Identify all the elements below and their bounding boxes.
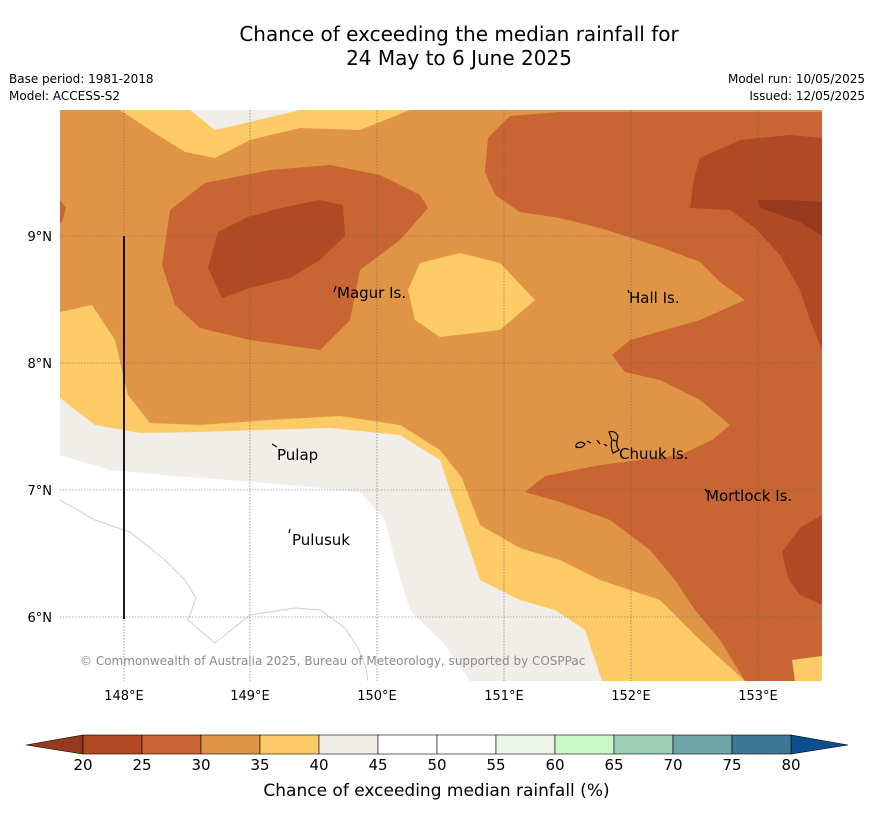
lon-label-150e: 150°E — [357, 689, 397, 704]
title-line-2: 24 May to 6 June 2025 — [346, 46, 572, 70]
colorbar-segment — [436, 734, 497, 755]
chart-title: Chance of exceeding the median rainfall … — [0, 22, 873, 70]
meta-right: Model run: 10/05/2025 Issued: 12/05/2025 — [728, 71, 865, 105]
band-25-30-edge — [60, 200, 66, 222]
colorbar-tick-label: 40 — [309, 756, 329, 774]
base-period: Base period: 1981-2018 — [9, 72, 154, 86]
colorbar-tick-label: 75 — [722, 756, 742, 774]
colorbar-tick-label: 30 — [191, 756, 211, 774]
colorbar-tick-label: 80 — [781, 756, 801, 774]
colorbar-segment — [672, 734, 733, 755]
band-20-25-east — [690, 135, 822, 350]
label-chuuk: Chuuk Is. — [619, 445, 688, 463]
label-mortlock: Mortlock Is. — [706, 487, 792, 505]
colorbar-segment — [259, 734, 320, 755]
band-25-30-east — [485, 112, 822, 681]
lon-label-151e: 151°E — [484, 689, 524, 704]
colorbar-tick-label: 70 — [663, 756, 683, 774]
model-run: Model run: 10/05/2025 — [727, 72, 865, 86]
colorbar-tick-label: 35 — [250, 756, 270, 774]
model-name: Model: ACCESS-S2 — [9, 89, 121, 103]
colorbar-label: Chance of exceeding median rainfall (%) — [263, 781, 610, 801]
label-magur: Magur Is. — [337, 284, 406, 302]
colorbar-segment — [318, 734, 379, 755]
label-hall: Hall Is. — [629, 289, 680, 307]
colorbar-segment — [495, 734, 556, 755]
lon-label-152e: 152°E — [611, 689, 651, 704]
title-line-1: Chance of exceeding the median rainfall … — [239, 22, 679, 46]
colorbar-tick-label: 20 — [73, 756, 93, 774]
colorbar-tick-label: 25 — [132, 756, 152, 774]
pulusuk-island — [288, 528, 291, 534]
colorbar-segment — [141, 734, 202, 755]
band-below-20 — [757, 200, 822, 236]
lon-label-149e: 149°E — [230, 689, 270, 704]
colorbar-tick-label: 50 — [427, 756, 447, 774]
label-pulap: Pulap — [277, 446, 318, 464]
issued-date: Issued: 12/05/2025 — [749, 89, 865, 103]
colorbar-segment — [82, 734, 143, 755]
colorbar-tick-label: 55 — [486, 756, 506, 774]
magur-island — [333, 285, 337, 293]
colorbar-segment — [731, 734, 792, 755]
label-pulusuk: Pulusuk — [292, 531, 350, 549]
lon-label-148e: 148°E — [104, 689, 144, 704]
colorbar-segment — [613, 734, 674, 755]
meta-left: Base period: 1981-2018 Model: ACCESS-S2 — [9, 71, 154, 105]
hall-island — [627, 289, 630, 294]
coastline — [60, 499, 369, 681]
map-area — [60, 110, 822, 681]
lat-label-6n: 6°N — [28, 611, 53, 626]
copyright: © Commonwealth of Australia 2025, Bureau… — [80, 654, 585, 668]
band-20-25-west — [208, 200, 345, 298]
band-35-40-corner — [792, 656, 822, 681]
islands — [271, 285, 708, 534]
pulap-island — [271, 443, 278, 448]
colorbar-over-arrow — [790, 734, 849, 755]
colorbar — [25, 734, 849, 755]
lat-label-7n: 7°N — [28, 484, 53, 499]
colorbar-under-arrow — [25, 734, 84, 755]
colorbar-segment — [554, 734, 615, 755]
band-35-40-patch — [408, 253, 535, 337]
colorbar-tick-label: 45 — [368, 756, 388, 774]
chuuk-islands — [575, 430, 620, 454]
colorbar-segment — [377, 734, 438, 755]
lat-label-8n: 8°N — [28, 357, 53, 372]
lat-label-9n: 9°N — [28, 230, 53, 245]
mortlock-island — [704, 488, 708, 493]
lon-label-153e: 153°E — [738, 689, 778, 704]
colorbar-segment — [200, 734, 261, 755]
colorbar-tick-label: 65 — [604, 756, 624, 774]
band-20-25-se — [782, 515, 822, 605]
colorbar-tick-label: 60 — [545, 756, 565, 774]
